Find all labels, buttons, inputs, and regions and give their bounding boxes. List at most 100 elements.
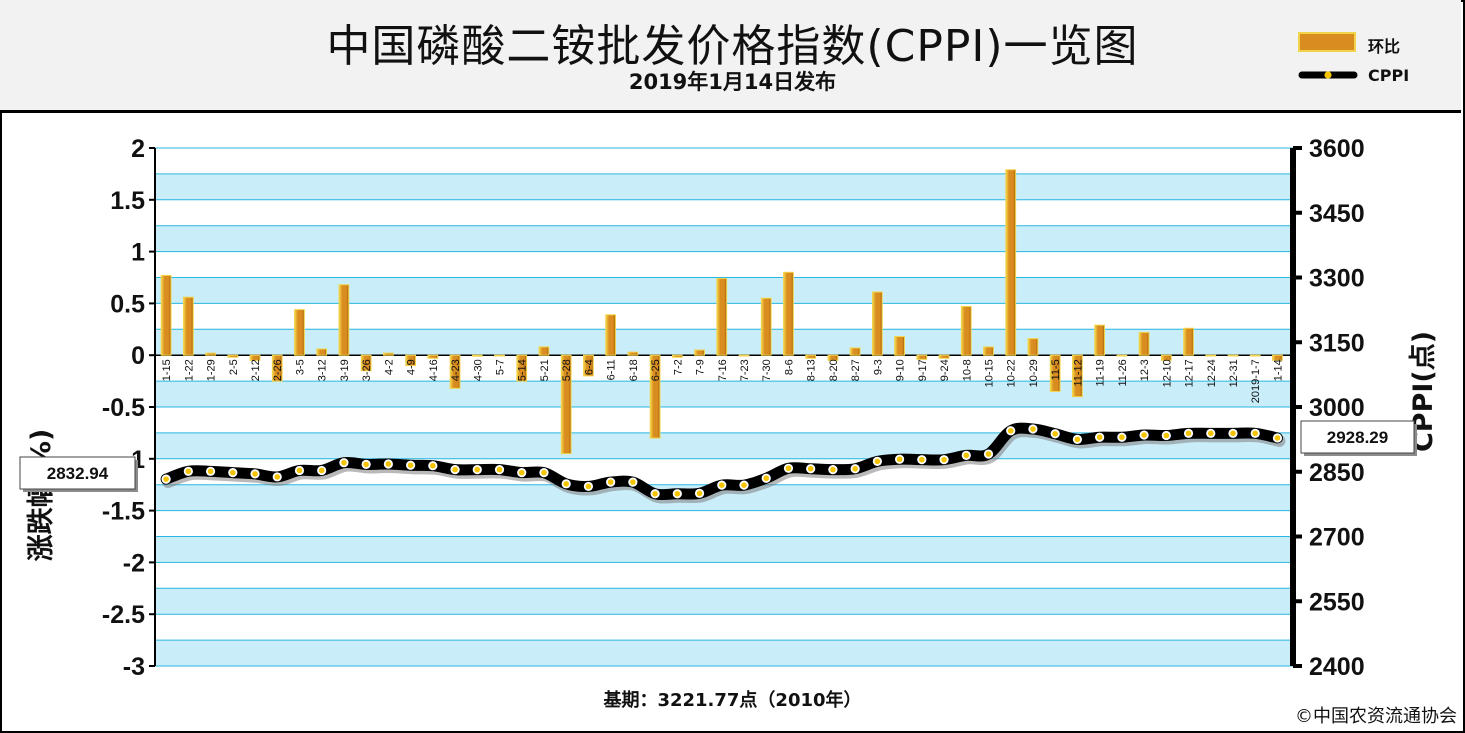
- x-tick-label: 9-10: [895, 359, 907, 381]
- x-tick-label: 7-16: [717, 359, 729, 381]
- plot-band: [155, 640, 1293, 666]
- bar: [1005, 169, 1017, 356]
- x-tick-label: 1-14: [1272, 359, 1284, 381]
- plot-band: [155, 407, 1293, 433]
- cppi-point-core: [630, 479, 636, 485]
- x-tick-label: 1-15: [161, 359, 173, 381]
- bar: [583, 354, 594, 377]
- x-tick-label: 12-10: [1161, 359, 1173, 387]
- x-tick-label: 12-3: [1139, 359, 1151, 381]
- bar: [871, 291, 883, 356]
- x-tick-label: 7-23: [739, 359, 751, 381]
- x-tick-label: 12-31: [1228, 359, 1240, 387]
- x-tick-label: 3-26: [361, 359, 373, 381]
- cppi-point-core: [430, 462, 436, 469]
- bar: [271, 354, 283, 382]
- x-tick-label: 5-21: [539, 359, 551, 381]
- cppi-point-core: [652, 490, 658, 497]
- cppi-point-core: [1252, 430, 1259, 437]
- bar: [916, 354, 928, 360]
- bar: [1272, 354, 1283, 361]
- left-axis-title: 涨跌幅(%): [26, 429, 57, 562]
- cppi-point-core: [496, 466, 503, 473]
- cppi-point-core: [896, 456, 903, 463]
- bar: [205, 352, 216, 356]
- x-tick-label: 11-12: [1072, 359, 1084, 386]
- x-tick-label: 4-16: [428, 359, 440, 381]
- bar: [227, 354, 239, 358]
- left-tick-label: -1.5: [102, 498, 145, 526]
- bar: [938, 354, 950, 359]
- right-tick-label: 3600: [1309, 135, 1365, 163]
- cppi-point-core: [541, 469, 547, 476]
- plot-band: [155, 510, 1293, 537]
- x-tick-label: 8-13: [806, 359, 818, 381]
- x-tick-label: 7-2: [672, 359, 684, 375]
- bar: [360, 354, 372, 372]
- bar: [1027, 338, 1039, 356]
- bar: [894, 336, 905, 356]
- plot-band: [155, 562, 1293, 589]
- legend-bar-swatch: [1298, 32, 1356, 52]
- cppi-point-core: [763, 475, 770, 482]
- x-tick-label: 2-26: [272, 359, 284, 381]
- plot-band: [155, 225, 1293, 252]
- right-tick-label: 2850: [1309, 459, 1365, 487]
- bar: [983, 346, 994, 356]
- x-tick-label: 4-23: [450, 359, 462, 381]
- bar: [182, 296, 194, 356]
- plot-band: [155, 588, 1293, 615]
- cppi-point-core: [830, 466, 836, 473]
- cppi-point-core: [919, 456, 925, 463]
- header-band: [0, 0, 1461, 113]
- bar: [1094, 324, 1106, 356]
- chart-title: 中国磷酸二铵批发价格指数(CPPI)一览图: [326, 21, 1139, 72]
- left-tick-label: -2: [123, 549, 145, 577]
- bar: [649, 354, 661, 439]
- cppi-point-core: [718, 482, 725, 488]
- plot-band: [155, 614, 1293, 641]
- bar: [449, 354, 461, 389]
- x-tick-label: 8-20: [828, 359, 840, 381]
- x-tick-label: 6-18: [628, 359, 640, 381]
- plot-band: [155, 355, 1293, 382]
- x-tick-label: 9-17: [917, 359, 929, 381]
- plot-band: [155, 251, 1293, 278]
- x-tick-label: 6-25: [650, 359, 662, 381]
- bar: [316, 348, 328, 356]
- x-tick-label: 10-29: [1028, 359, 1040, 387]
- bar: [627, 351, 639, 356]
- left-tick-label: 1.5: [110, 187, 145, 215]
- plot-band: [155, 173, 1293, 200]
- bar: [516, 354, 528, 382]
- x-tick-label: 1-22: [183, 359, 195, 381]
- bar: [849, 347, 861, 356]
- copyright-note: ©中国农资流通协会: [1295, 706, 1457, 727]
- x-tick-label: 9-24: [939, 359, 951, 381]
- legend-bar-label: 环比: [1368, 37, 1401, 56]
- x-tick-label: 6-11: [606, 359, 618, 380]
- cppi-point-core: [363, 461, 369, 468]
- cppi-point-core: [296, 467, 303, 474]
- plot-band: [155, 536, 1293, 563]
- x-tick-label: 11-19: [1095, 359, 1107, 386]
- bar: [1227, 354, 1239, 357]
- cppi-point-core: [474, 466, 481, 473]
- right-tick-label: 3150: [1309, 329, 1365, 357]
- x-tick-label: 6-4: [583, 359, 595, 375]
- cppi-point-core: [807, 465, 814, 472]
- left-tick-label: 0: [131, 342, 145, 370]
- x-tick-label: 2-5: [228, 359, 240, 375]
- cppi-point-core: [1052, 430, 1058, 437]
- first-value-callout: 2832.94: [19, 456, 138, 492]
- bar: [560, 354, 572, 455]
- bar: [716, 278, 728, 356]
- cppi-point-core: [785, 465, 792, 472]
- x-tick-label: 10-8: [961, 359, 973, 381]
- x-tick-label: 7-9: [695, 359, 707, 375]
- right-tick-label: 2700: [1309, 524, 1365, 552]
- bar: [783, 271, 794, 356]
- cppi-point-core: [452, 466, 458, 473]
- cppi-point-core: [407, 462, 414, 469]
- cppi-point-core: [207, 468, 214, 475]
